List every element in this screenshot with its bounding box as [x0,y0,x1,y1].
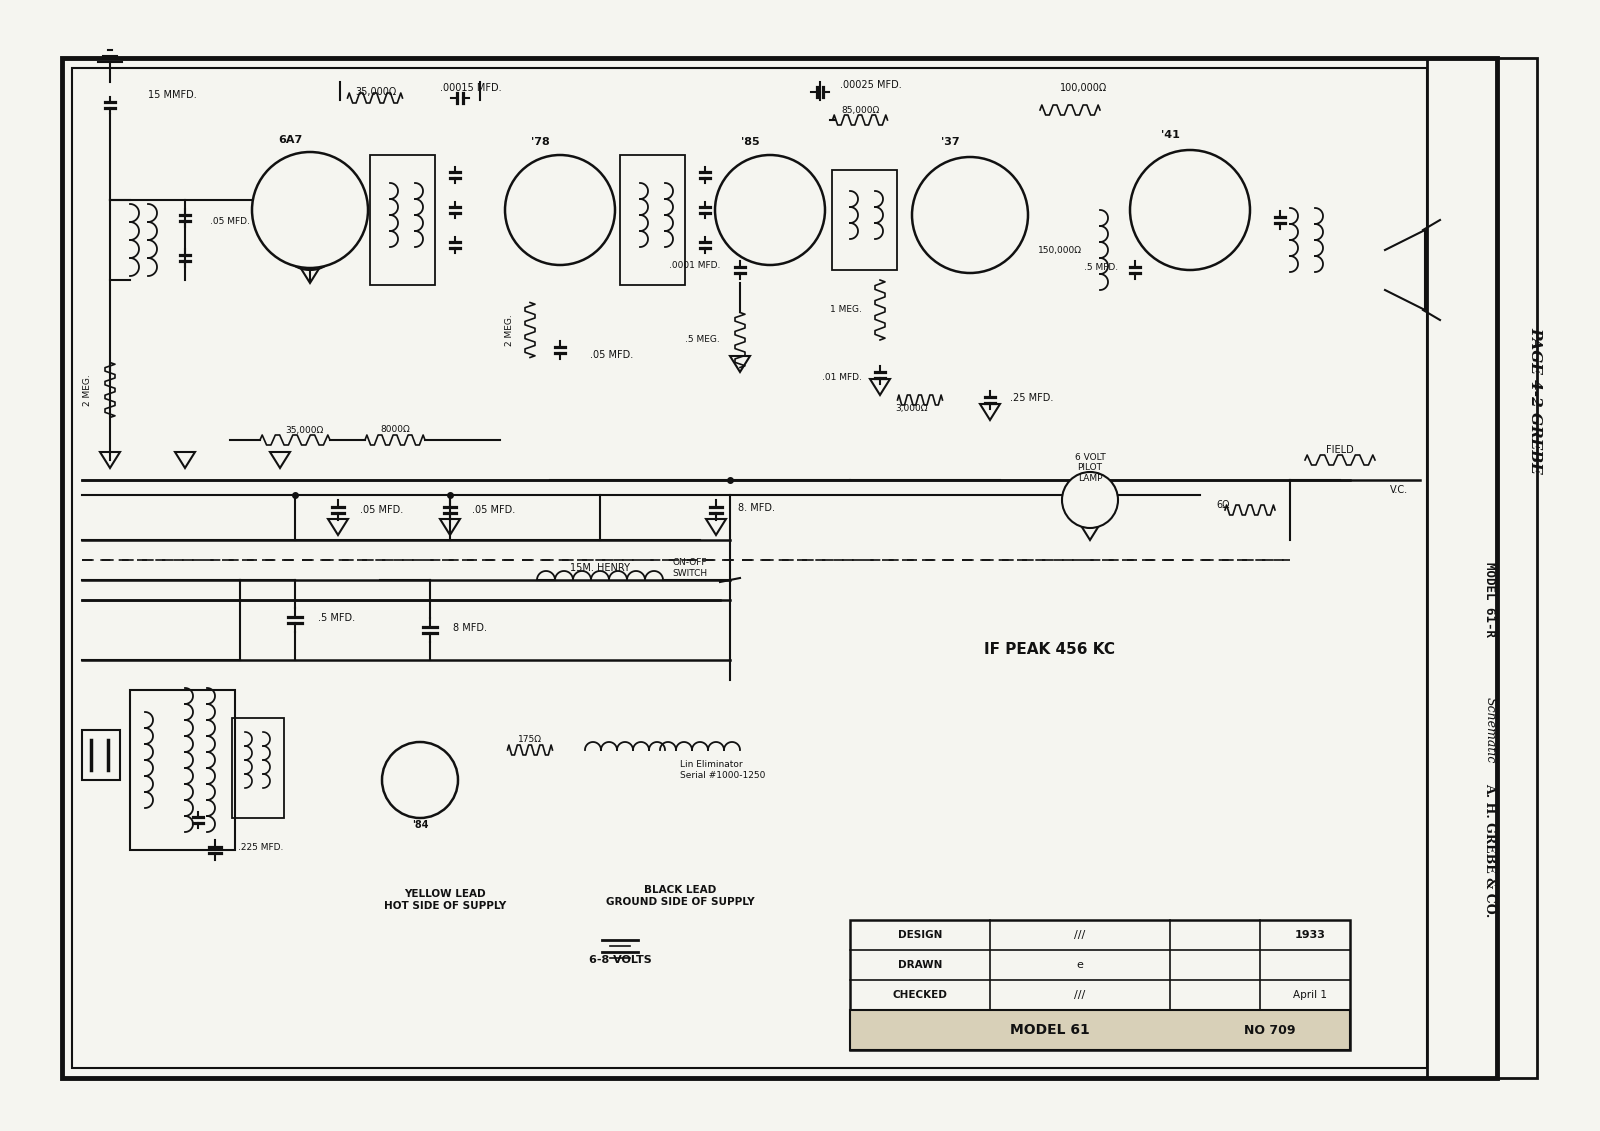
Text: .05 MFD.: .05 MFD. [210,217,250,226]
Text: '85: '85 [741,137,760,147]
Text: .5 MFD.: .5 MFD. [318,613,355,623]
Text: 1 MEG.: 1 MEG. [830,305,862,314]
Circle shape [1062,472,1118,528]
Circle shape [912,157,1027,273]
Bar [72,68,1427,1068]
Text: IF PEAK 456 KC: IF PEAK 456 KC [984,642,1115,657]
Bar [130,690,235,851]
Text: BLACK LEAD
GROUND SIDE OF SUPPLY: BLACK LEAD GROUND SIDE OF SUPPLY [606,886,754,907]
Text: 15 MMFD.: 15 MMFD. [147,90,197,100]
Text: ON-OFF
SWITCH: ON-OFF SWITCH [672,559,707,578]
Text: '78: '78 [531,137,549,147]
Text: .05 MFD.: .05 MFD. [590,349,634,360]
Circle shape [506,155,614,265]
Text: 1933: 1933 [1294,930,1325,940]
Bar [62,58,1498,1078]
Bar [850,1010,1350,1050]
Text: Lin Eliminator
Serial #1000-1250: Lin Eliminator Serial #1000-1250 [680,760,765,779]
Text: .25 MFD.: .25 MFD. [1010,392,1053,403]
Text: Schematic: Schematic [1483,697,1496,763]
Text: 150,000Ω: 150,000Ω [1038,245,1082,254]
Text: NO 709: NO 709 [1245,1024,1296,1036]
Text: DESIGN: DESIGN [898,930,942,940]
Text: '37: '37 [941,137,960,147]
Text: FIELD: FIELD [1326,444,1354,455]
Text: MODEL 61: MODEL 61 [1010,1024,1090,1037]
Bar [832,170,898,270]
Text: 100,000Ω: 100,000Ω [1059,83,1107,93]
Bar [82,729,120,780]
Text: '84: '84 [411,820,429,830]
Text: V.C.: V.C. [1390,485,1408,495]
Text: MODEL 61-R: MODEL 61-R [1483,562,1496,638]
Text: 2 MEG.: 2 MEG. [506,314,515,346]
Text: 3,000Ω: 3,000Ω [894,404,928,413]
Text: .0001 MFD.: .0001 MFD. [669,260,720,269]
Text: ///: /// [1074,990,1086,1000]
Text: YELLOW LEAD
HOT SIDE OF SUPPLY: YELLOW LEAD HOT SIDE OF SUPPLY [384,889,506,910]
Text: 8. MFD.: 8. MFD. [738,503,774,513]
Text: DRAWN: DRAWN [898,960,942,970]
Text: .05 MFD.: .05 MFD. [360,506,403,515]
Circle shape [1130,150,1250,270]
Text: 6Ω: 6Ω [1216,500,1230,510]
Text: ///: /// [1074,930,1086,940]
Text: April 1: April 1 [1293,990,1326,1000]
Text: 35,000Ω: 35,000Ω [285,425,323,434]
Text: 35,000Ω: 35,000Ω [355,87,397,97]
Circle shape [715,155,826,265]
Text: .05 MFD.: .05 MFD. [472,506,515,515]
Text: .00015 MFD.: .00015 MFD. [440,83,502,93]
Text: 2 MEG.: 2 MEG. [83,374,93,406]
Text: 8 MFD.: 8 MFD. [453,623,486,633]
Text: .01 MFD.: .01 MFD. [822,373,862,382]
Text: 6A7: 6A7 [278,135,302,145]
Text: e: e [1077,960,1083,970]
Text: 6 VOLT
PILOT
LAMP: 6 VOLT PILOT LAMP [1075,454,1106,483]
Text: 15M. HENRY: 15M. HENRY [570,563,630,573]
Bar [370,155,435,285]
Bar [1427,58,1538,1078]
Text: '41: '41 [1160,130,1179,140]
Bar [850,920,1350,1050]
Circle shape [382,742,458,818]
Text: 6-8 VOLTS: 6-8 VOLTS [589,955,651,965]
Text: .00025 MFD.: .00025 MFD. [840,80,902,90]
Text: .225 MFD.: .225 MFD. [238,844,283,853]
Text: A. H. GREBE & CO.: A. H. GREBE & CO. [1483,783,1496,917]
Bar [232,718,285,818]
Bar [621,155,685,285]
Text: 85,000Ω: 85,000Ω [842,105,878,114]
Text: .5 MEG.: .5 MEG. [685,336,720,345]
Text: CHECKED: CHECKED [893,990,947,1000]
Text: .5 MFD.: .5 MFD. [1083,264,1118,273]
Text: 175Ω: 175Ω [518,735,542,744]
Text: 8000Ω: 8000Ω [381,425,410,434]
Circle shape [253,152,368,268]
Text: PAGE 4-2 GREBE: PAGE 4-2 GREBE [1528,327,1542,474]
